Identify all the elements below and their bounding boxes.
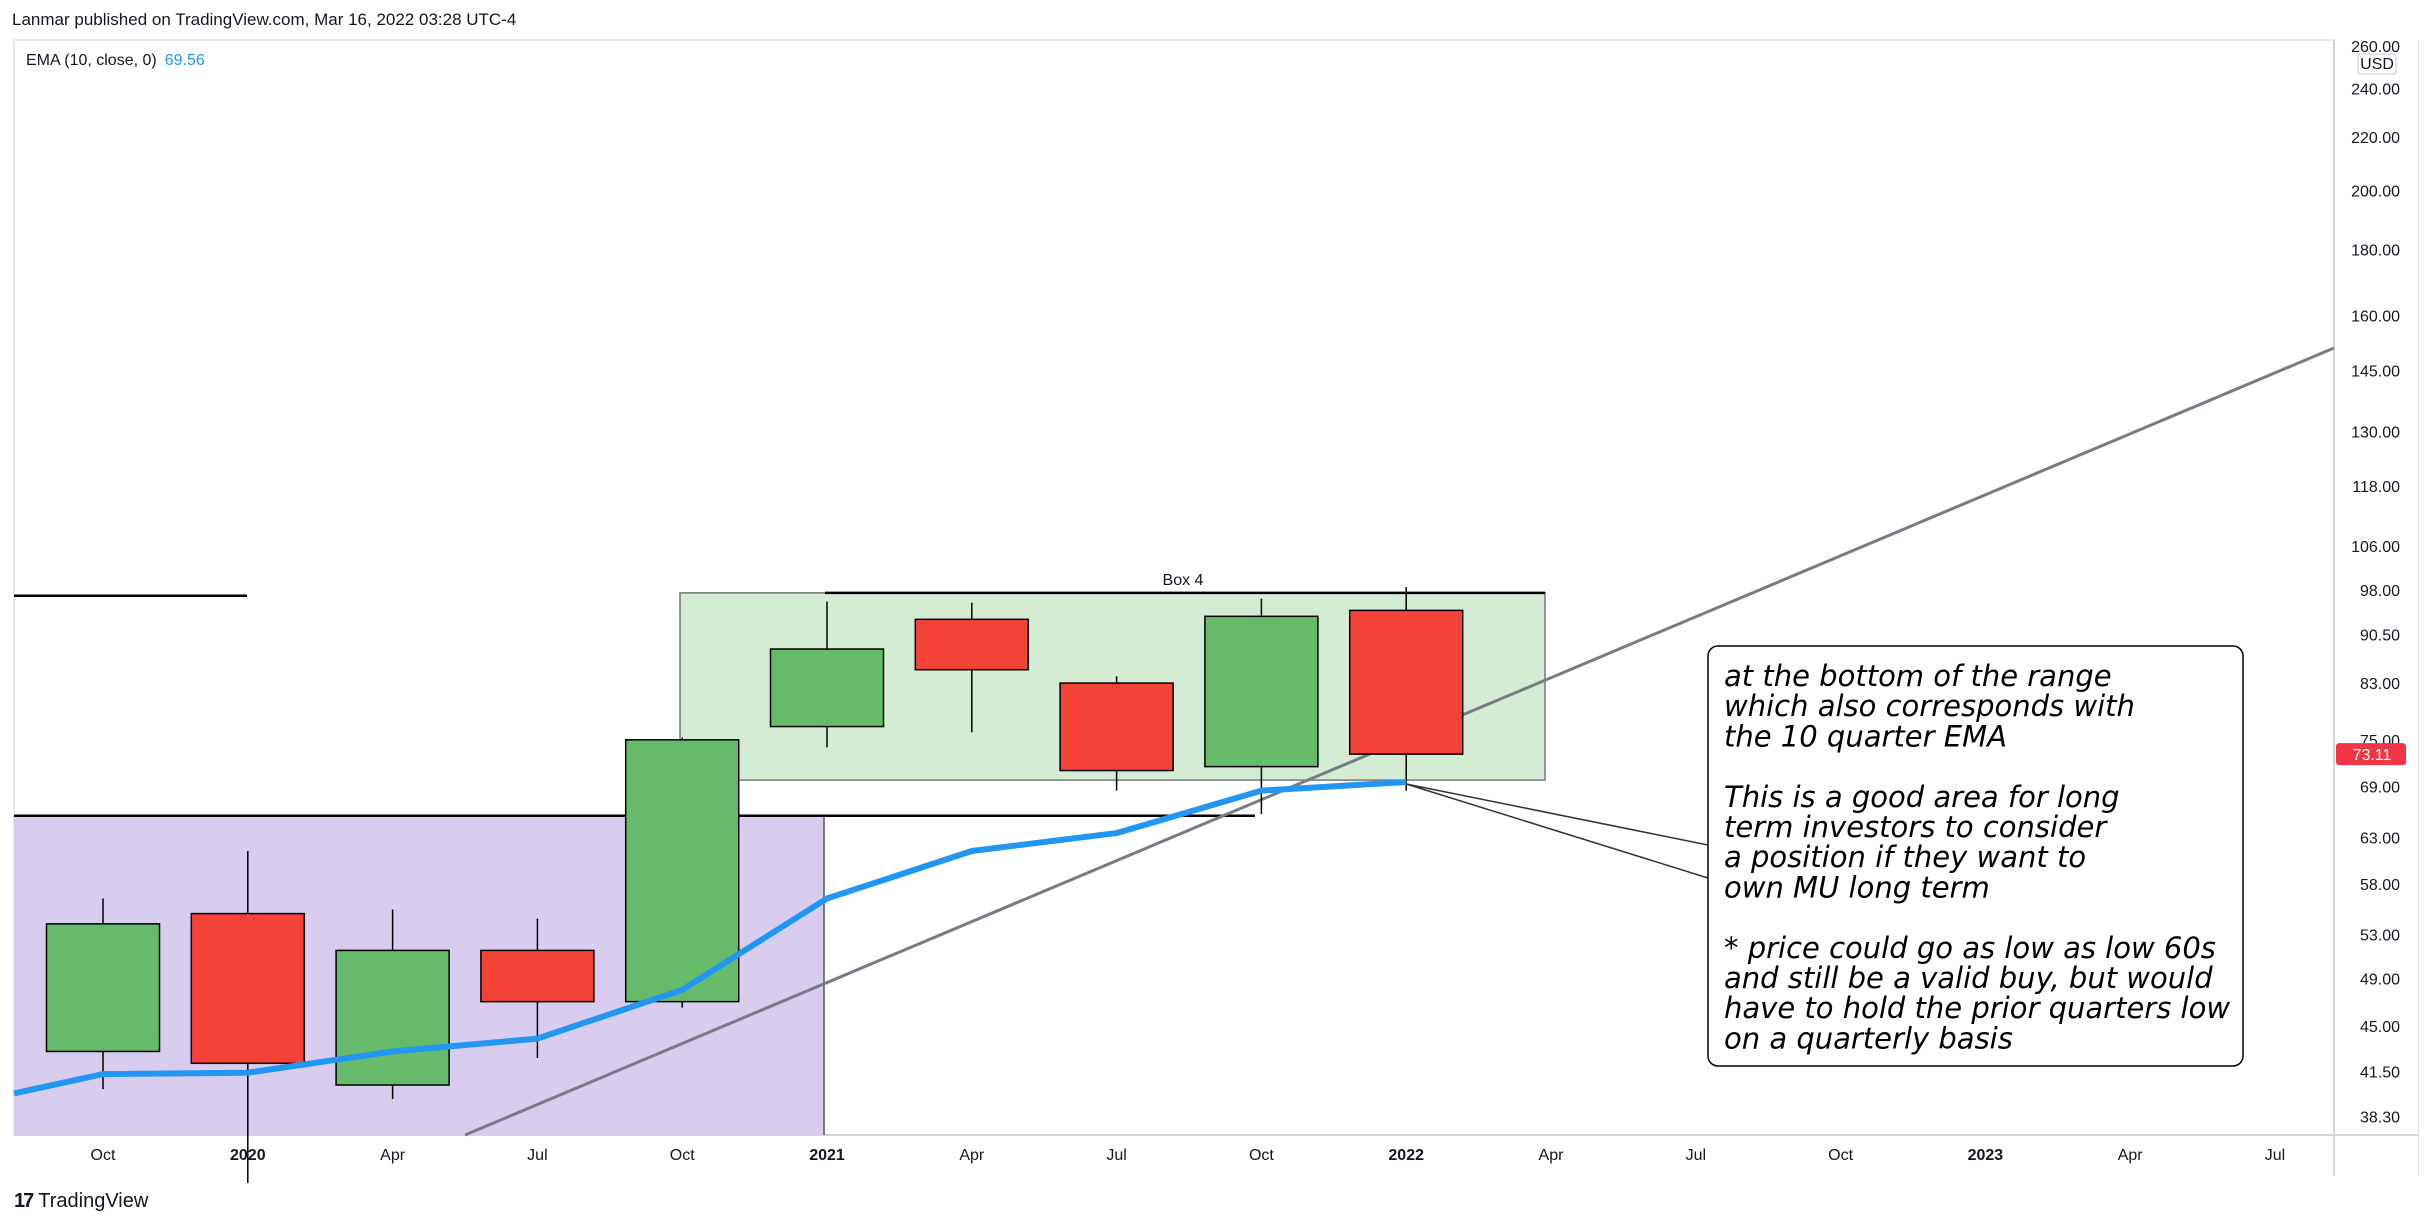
- annotation-line: a position if they want to: [1724, 840, 2086, 874]
- price-tick-label: 240.00: [2351, 81, 2400, 98]
- candle-body: [1348, 609, 1464, 755]
- price-tick-label: 83.00: [2360, 676, 2400, 693]
- tradingview-footer[interactable]: 17 TradingView: [14, 1190, 148, 1213]
- price-tick-label: 118.00: [2352, 479, 2400, 496]
- price-axis-right-border: [2418, 40, 2419, 1176]
- price-tick-label: 41.50: [2360, 1064, 2400, 1081]
- time-tick-label: Apr: [2118, 1147, 2144, 1164]
- annotation-line: the 10 quarter EMA: [1724, 719, 2007, 753]
- price-tick-label: 260.00: [2351, 39, 2400, 56]
- annotation-line: This is a good area for long: [1724, 780, 2120, 814]
- ema-legend-value: 69.56: [164, 52, 205, 69]
- time-tick-label: Oct: [670, 1147, 695, 1164]
- tradingview-brand: TradingView: [38, 1190, 149, 1212]
- annotation-line: * price could go as low as low 60s: [1724, 931, 2216, 965]
- time-tick-label: Oct: [1828, 1147, 1853, 1164]
- currency-label: USD: [2360, 56, 2394, 73]
- price-tick-label: 106.00: [2351, 539, 2400, 556]
- time-tick-label: Jul: [2265, 1147, 2285, 1164]
- time-tick-label: 2020: [230, 1147, 266, 1164]
- price-tick-label: 49.00: [2360, 971, 2400, 988]
- price-tick-label: 53.00: [2360, 927, 2400, 944]
- price-tick-label: 160.00: [2351, 308, 2400, 325]
- time-tick-label: Apr: [380, 1147, 406, 1164]
- annotation-line: on a quarterly basis: [1724, 1021, 2013, 1055]
- time-tick-label: 2022: [1388, 1147, 1424, 1164]
- price-axis: 260.00 240.00 220.00 200.00 180.00 160.00 145.…: [2336, 39, 2406, 1126]
- price-tick-label: 58.00: [2360, 877, 2400, 894]
- price-tick-label: 200.00: [2351, 183, 2400, 200]
- price-tick-label: 63.00: [2360, 831, 2400, 848]
- price-tick-label: 180.00: [2351, 242, 2400, 259]
- price-tick-label: 69.00: [2360, 780, 2400, 797]
- callout-pointer-line: [1405, 783, 1709, 879]
- candle-body: [769, 648, 885, 728]
- last-price-badge: [2336, 743, 2406, 766]
- price-tick-label: 220.00: [2351, 130, 2400, 147]
- annotation-callout: [1707, 645, 2244, 1067]
- callout-pointer-line: [1406, 783, 1709, 846]
- annotation-line: term investors to consider: [1724, 810, 2108, 844]
- time-tick-label: Jul: [527, 1147, 547, 1164]
- time-axis: Oct 2020 Apr Jul Oct 2021 Apr Jul Oct 2022 Apr Jul O…: [91, 1147, 2286, 1164]
- candle-body: [1204, 615, 1319, 768]
- time-tick-label: Jul: [1686, 1147, 1706, 1164]
- candle-body: [45, 923, 161, 1053]
- ema-layer: [13, 779, 1407, 1097]
- candle-body: [1059, 682, 1174, 772]
- time-tick-label: Jul: [1106, 1147, 1126, 1164]
- candle-body: [624, 739, 740, 1003]
- price-tick-label: 90.50: [2360, 628, 2400, 645]
- tradingview-logo-icon: 17: [14, 1190, 34, 1212]
- time-tick-label: Oct: [1249, 1147, 1274, 1164]
- candles-layer: [45, 587, 1464, 1184]
- candle-body: [480, 949, 595, 1003]
- time-tick-label: 2023: [1968, 1147, 2004, 1164]
- currency-badge: [2357, 53, 2397, 75]
- ema-legend-label: EMA (10, close, 0): [26, 52, 157, 69]
- time-tick-label: Apr: [1539, 1147, 1565, 1164]
- annotation-line: have to hold the prior quarters low: [1724, 991, 2230, 1025]
- box-4-label: Box 4: [1163, 572, 1204, 589]
- time-tick-label: 2021: [809, 1147, 845, 1164]
- price-tick-label: 98.00: [2360, 583, 2400, 600]
- time-tick-label: Oct: [91, 1147, 116, 1164]
- annotation-line: and still be a valid buy, but would: [1724, 961, 2213, 995]
- candle-body: [335, 949, 450, 1086]
- price-tick-label: 130.00: [2351, 425, 2400, 442]
- ema-legend[interactable]: EMA (10, close, 0) 69.56: [26, 52, 205, 70]
- time-tick-label: Apr: [959, 1147, 985, 1164]
- candle-body: [914, 618, 1030, 671]
- candle-body: [190, 912, 306, 1065]
- price-tick-label: 45.00: [2360, 1019, 2400, 1036]
- annotation-line: own MU long term: [1724, 870, 1990, 904]
- price-tick-label: 145.00: [2351, 364, 2400, 381]
- annotation-line: which also corresponds with: [1724, 689, 2135, 723]
- last-price-label: 73.11: [2353, 747, 2392, 764]
- ema-line: [13, 779, 1407, 1097]
- annotation-line: at the bottom of the range: [1724, 659, 2112, 693]
- publish-info: Lanmar published on TradingView.com, Mar…: [12, 10, 517, 29]
- price-tick-label: 38.30: [2360, 1109, 2400, 1126]
